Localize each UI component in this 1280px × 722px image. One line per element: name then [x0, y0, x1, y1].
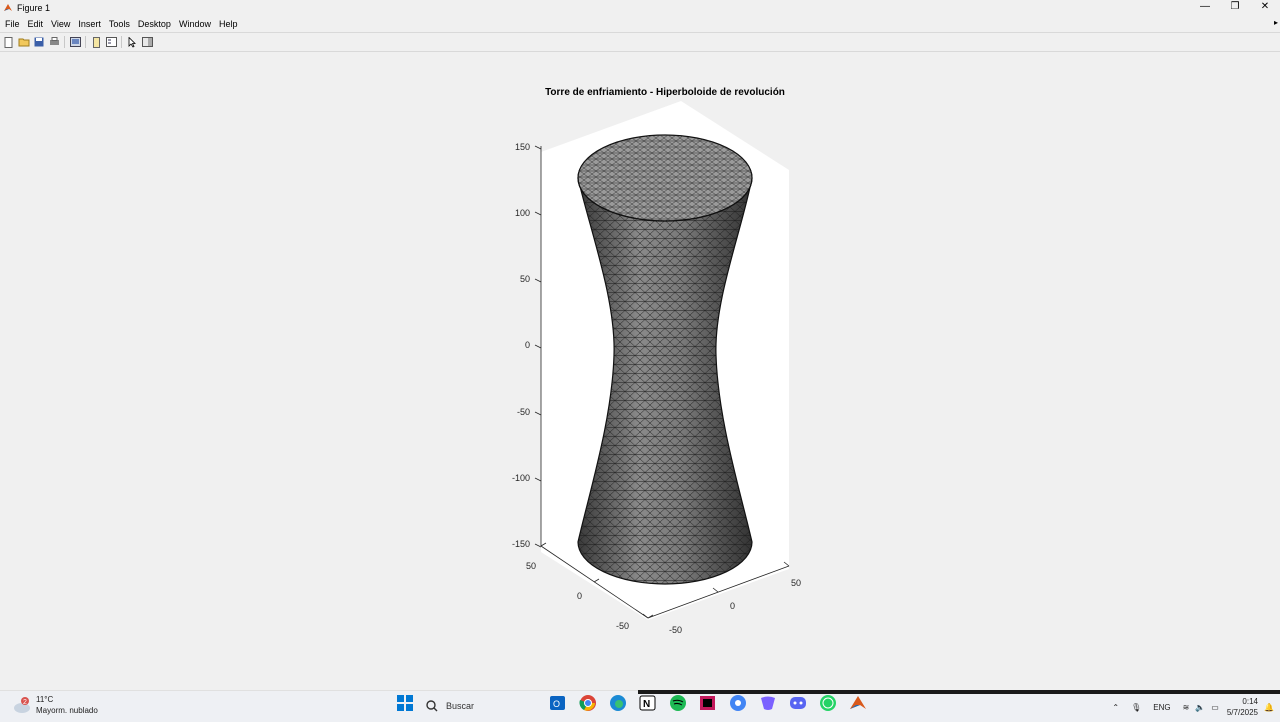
toolbar-separator	[121, 36, 122, 48]
clock-date: 5/7/2025	[1226, 708, 1258, 717]
z-tick	[534, 211, 542, 216]
window-titlebar: Figure 1 — ❐ ✕	[0, 0, 1280, 16]
figure-toolbar	[0, 32, 1280, 52]
clock-time: 0:14	[1242, 697, 1258, 706]
matlab-taskbar-icon[interactable]	[848, 694, 868, 712]
svg-text:2: 2	[23, 699, 27, 706]
language-indicator[interactable]: ENG	[1153, 702, 1171, 712]
z-tick-label: -50	[517, 407, 530, 417]
discord-icon[interactable]	[788, 694, 808, 712]
matlab-icon	[4, 4, 12, 11]
y-tick	[647, 614, 654, 619]
y-tick	[540, 542, 547, 547]
menu-tools[interactable]: Tools	[108, 19, 130, 29]
z-tick	[534, 411, 542, 416]
microphone-icon[interactable]: 🎙	[1131, 702, 1142, 712]
edit-plot-icon[interactable]	[126, 36, 138, 48]
menu-edit[interactable]: Edit	[27, 19, 44, 29]
x-tick-label: -50	[669, 625, 682, 635]
x-tick-label: 0	[730, 601, 735, 611]
taskbar-apps: O N	[396, 694, 868, 712]
intellij-icon[interactable]	[698, 694, 718, 712]
z-tick	[534, 145, 542, 150]
z-tick-label: -150	[512, 539, 530, 549]
svg-text:O: O	[553, 699, 560, 709]
svg-text:N: N	[643, 699, 650, 710]
whatsapp-icon[interactable]	[818, 694, 838, 712]
show-plot-tools-icon[interactable]	[141, 36, 153, 48]
menu-help[interactable]: Help	[218, 19, 238, 29]
z-tick-label: -100	[512, 473, 530, 483]
z-tick-label: 50	[520, 274, 530, 284]
z-tick-label: 0	[525, 340, 530, 350]
save-icon[interactable]	[33, 36, 45, 48]
menu-view[interactable]: View	[51, 19, 71, 29]
edge-icon[interactable]	[608, 694, 628, 712]
x-tick-label: 50	[791, 578, 801, 588]
chart-title: Torre de enfriamiento - Hiperboloide de …	[545, 87, 785, 98]
chrome-icon[interactable]	[578, 694, 598, 712]
weather-widget[interactable]: 2 11°C Mayorm. nublado	[12, 694, 98, 716]
system-tray: ⌃ 🎙 ENG ≋ 🔈 ▭ 0:14 5/7/2025 🔔	[1112, 694, 1280, 720]
clock[interactable]: 0:14 5/7/2025	[1227, 696, 1258, 718]
search-box[interactable]: Buscar	[426, 696, 566, 716]
window-title: Figure 1	[17, 3, 51, 13]
menu-insert[interactable]: Insert	[78, 19, 101, 29]
x-tick	[783, 561, 790, 567]
windows-start-icon[interactable]	[396, 694, 414, 712]
battery-icon[interactable]: ▭	[1211, 702, 1219, 712]
insert-colorbar-icon[interactable]	[90, 36, 102, 48]
y-tick-label: -50	[616, 621, 629, 631]
menu-desktop[interactable]: Desktop	[137, 19, 171, 29]
open-file-icon[interactable]	[18, 36, 30, 48]
figure-canvas: 150 100 50 0 -50 -100 -150 -50 0 50 -50 …	[512, 87, 801, 635]
cloud-icon: 2	[14, 697, 30, 713]
menu-bar: File Edit View Insert Tools Desktop Wind…	[0, 16, 1280, 32]
z-tick	[534, 344, 542, 349]
maximize-button[interactable]: ❐	[1230, 1, 1240, 12]
z-tick-label: 100	[515, 208, 530, 218]
menu-window[interactable]: Window	[178, 19, 211, 29]
wifi-icon[interactable]: ≋	[1182, 702, 1190, 712]
y-tick-label: 0	[577, 591, 582, 601]
search-placeholder: Buscar	[446, 701, 475, 711]
z-tick	[534, 543, 542, 548]
menu-file[interactable]: File	[5, 19, 20, 29]
notification-bell-icon[interactable]: 🔔	[1264, 702, 1274, 712]
weather-temp: 11°C	[36, 695, 54, 704]
toolbar-separator	[85, 36, 86, 48]
copilot-icon[interactable]	[758, 694, 778, 712]
x-tick	[642, 613, 649, 619]
z-tick	[534, 477, 542, 482]
taskbar-accent	[638, 690, 1280, 694]
toolbar-separator	[64, 36, 65, 48]
close-button[interactable]: ✕	[1260, 1, 1270, 12]
y-tick-label: 50	[526, 561, 536, 571]
y-tick	[593, 578, 600, 583]
minimize-button[interactable]: —	[1200, 1, 1210, 12]
chrome-profile-icon[interactable]	[728, 694, 748, 712]
volume-icon[interactable]: 🔈	[1195, 702, 1206, 712]
new-figure-icon[interactable]	[3, 36, 15, 48]
print-icon[interactable]	[48, 36, 60, 48]
z-tick	[534, 278, 542, 283]
menu-expand-icon[interactable]: ▸	[1273, 18, 1278, 27]
search-icon	[426, 700, 438, 712]
weather-desc: Mayorm. nublado	[36, 706, 98, 715]
spotify-icon[interactable]	[668, 694, 688, 712]
x-tick	[712, 587, 719, 593]
z-tick-label: 150	[515, 142, 530, 152]
outlook-icon[interactable]: O	[548, 694, 568, 712]
notion-icon[interactable]: N	[638, 694, 658, 712]
link-plot-icon[interactable]	[69, 36, 81, 48]
insert-legend-icon[interactable]	[105, 36, 117, 48]
chevron-up-icon[interactable]: ⌃	[1112, 702, 1120, 712]
